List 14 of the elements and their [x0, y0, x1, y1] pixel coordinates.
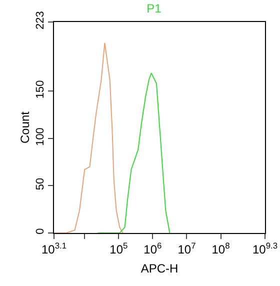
x-tick-label: 10$^{5}$ — [110, 240, 128, 256]
chart-title: P1 — [146, 2, 162, 16]
y-axis-title: Count — [18, 110, 32, 144]
y-tick-label: 223 — [34, 11, 47, 30]
x-tick-label: 10$^{8}$ — [212, 240, 230, 256]
y-tick-label: 50 — [34, 178, 47, 190]
x-axis-title: APC-H — [140, 261, 178, 276]
x-tick-label: 10$^{3.1}$ — [41, 240, 67, 256]
y-tick-label: 150 — [34, 80, 47, 99]
x-tick-label: 10$^{6}$ — [144, 240, 162, 256]
y-tick-label: 100 — [34, 128, 47, 146]
x-tick-label: 10$^{9.3}$ — [252, 240, 278, 256]
x-tick-label: 10$^{7}$ — [178, 240, 196, 256]
y-tick-label: 0 — [34, 228, 47, 234]
